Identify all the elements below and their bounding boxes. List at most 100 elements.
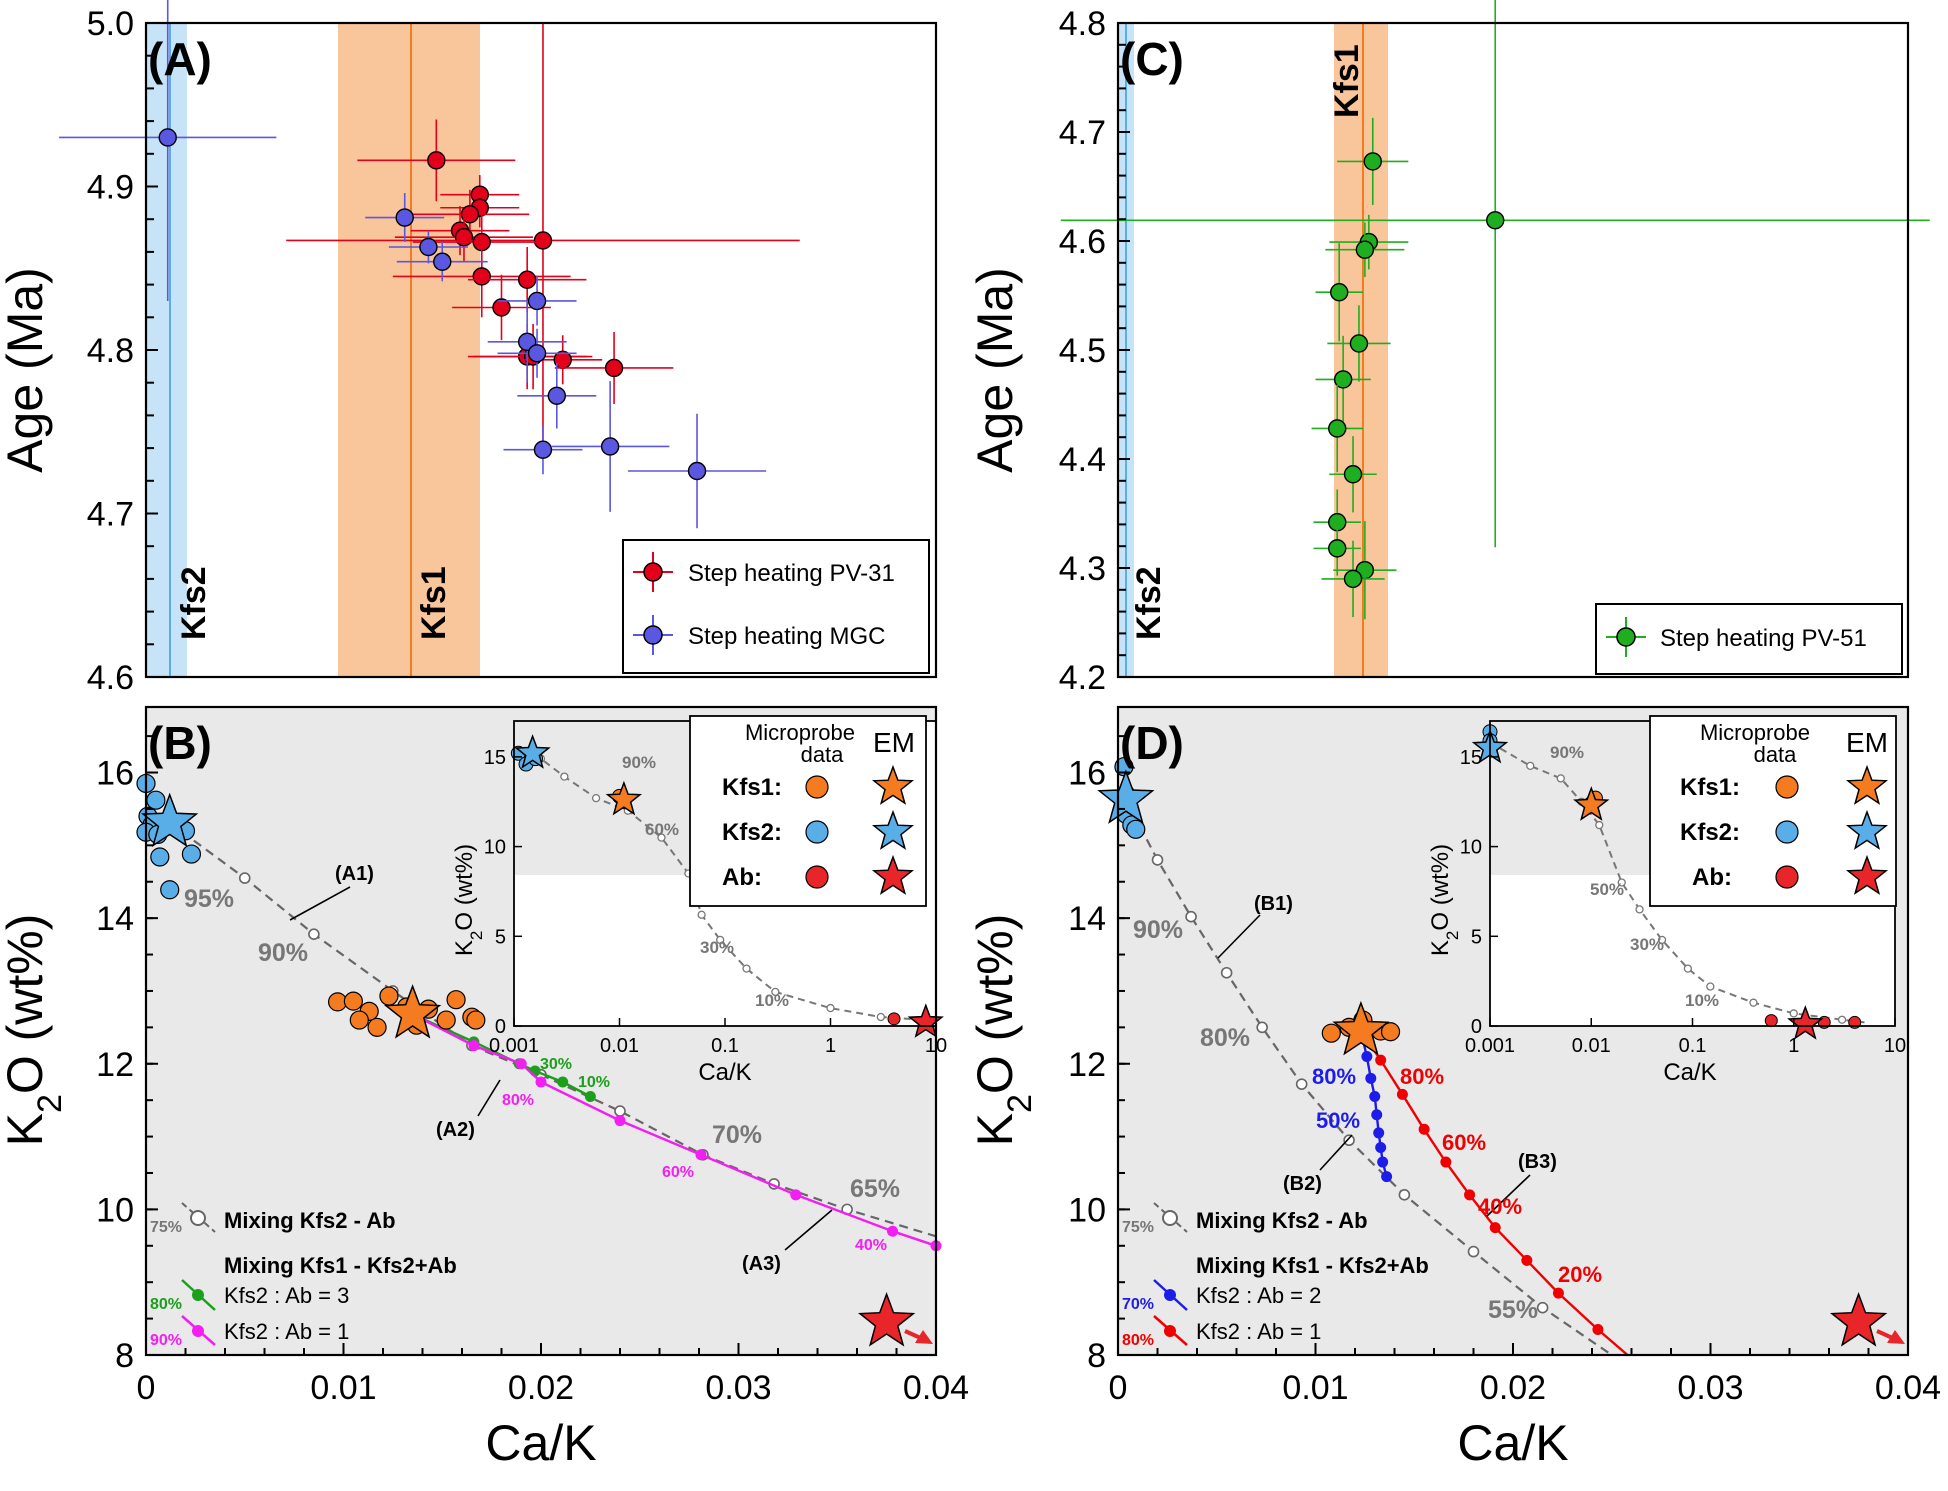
inset-b-zoom-shade [514, 721, 694, 875]
em-legend-star [871, 809, 915, 850]
data-point [472, 267, 491, 286]
inset-mixing-point [697, 910, 706, 919]
em-legend-circle [805, 775, 829, 799]
y-ticks-a: 4.6 4.7 4.8 4.9 5.0 [87, 5, 158, 697]
inset-d-zoom-shade [1490, 721, 1652, 875]
inset-x-tick-label: 1 [1788, 1035, 1799, 1057]
em-star-kfs2 [1097, 769, 1155, 824]
inset-mixing-point [876, 1012, 885, 1022]
callout-line [784, 1209, 833, 1251]
mixing-point-gray [1536, 1301, 1549, 1314]
mixing-point-ratio1 [1381, 1171, 1393, 1183]
mixing-point-gray [1185, 910, 1197, 923]
legend-marker-mgc [643, 625, 663, 645]
inset-star-kfs1 [1573, 786, 1610, 821]
em-legend-star [1845, 854, 1889, 895]
y-tick-label: 4.5 [1059, 332, 1106, 370]
mix-legend-pct-blue-d: 70% [1122, 1296, 1154, 1313]
inset-ab-point [1764, 1014, 1778, 1028]
y-tick-label: 10 [96, 1191, 134, 1229]
magenta-pct-60: 60% [662, 1164, 694, 1181]
em-star-kfs2 [141, 792, 199, 848]
curve-label-a2: (A2) [436, 1119, 475, 1141]
data-point [158, 128, 177, 147]
inset-x-tick-label: 0.001 [1465, 1035, 1515, 1057]
em-legend-row-kfs1-d: Kfs1: [1680, 774, 1740, 801]
mixing-point-ratio1 [1371, 1109, 1383, 1121]
inset-b-ylabel-k: K [451, 940, 478, 956]
x-tick-label: 0.03 [1677, 1369, 1743, 1407]
mixing-point-ratio2 [535, 1076, 547, 1088]
inset-x-tick-label: 0.001 [489, 1035, 539, 1057]
inset-x-tick-label: 0.01 [600, 1035, 639, 1057]
panel-c-points [1060, 0, 1930, 620]
microprobe-kfs1 [349, 1010, 369, 1030]
y-tick-label: 16 [1068, 755, 1106, 793]
mix-legend-d: 75% Mixing Kfs2 - Ab Mixing Kfs1 - Kfs2+… [1122, 1202, 1429, 1349]
mixing-point-gray [1343, 1134, 1355, 1147]
legend-marker-pv51 [1616, 627, 1636, 647]
mixing-point-ratio2 [1375, 1054, 1387, 1066]
curve-label-a3: (A3) [742, 1253, 781, 1275]
mixing-point-ratio2 [695, 1149, 707, 1161]
mixing-point-ratio2 [1440, 1156, 1452, 1168]
red-pct-80: 80% [1400, 1064, 1444, 1089]
y-tick-label: 10 [1068, 1191, 1106, 1229]
panel-label-a: (A) [148, 33, 212, 85]
mixing-point-gray [614, 1105, 626, 1117]
inset-pct-label: 90% [622, 753, 656, 772]
data-point [433, 252, 452, 271]
panel-b-curves [136, 773, 942, 1347]
y-tick-label: 4.4 [1059, 441, 1106, 479]
microprobe-kfs1 [379, 986, 399, 1006]
inset-mixing-point [1526, 761, 1535, 771]
inset-star-kfs2 [514, 734, 551, 769]
axes-frame-c [1116, 21, 1910, 679]
mixing-point-ratio2 [1521, 1254, 1533, 1266]
data-point [395, 208, 414, 227]
inset-mixing-point [1617, 878, 1626, 887]
data-point [1329, 283, 1349, 302]
callout-line [1486, 1174, 1531, 1217]
x-tick-label: 0.04 [903, 1369, 969, 1407]
data-point [1349, 334, 1369, 353]
em-star-ab [1829, 1292, 1888, 1347]
red-pct-60: 60% [1442, 1130, 1486, 1155]
y-tick-label: 4.7 [1059, 114, 1106, 152]
inset-mixing-point [826, 1003, 835, 1013]
mix-legend-marker-magenta-b [192, 1325, 204, 1337]
x-tick-label: 0.01 [1282, 1369, 1348, 1407]
panel-b-labels: (A1) (A2) (A3) 95% 90% 70% 65% 30% 10% 80% 60% 40% [184, 863, 900, 1275]
em-star-ab [857, 1292, 916, 1347]
inset-b-ylabel-rest: O (wt%) [451, 844, 478, 931]
data-point [533, 440, 553, 459]
y-tick-label: 5.0 [87, 5, 134, 43]
inset-mixing-line [1489, 741, 1865, 1024]
em-legend-b: Microprobe data EM Kfs1: Kfs2: Ab: [689, 715, 927, 907]
mix-legend-pct-red-d: 80% [1122, 1332, 1154, 1349]
panel-a: Kfs2 Kfs1 (A) Step heating PV-31 Step he… [0, 0, 938, 697]
em-legend-col1-b: Microprobe [745, 720, 855, 745]
em-legend-star [1845, 764, 1889, 805]
x-tick-label: 0.01 [310, 1369, 376, 1407]
inset-d-ylabel-rest: O (wt%) [1427, 844, 1454, 931]
mixing-point-ratio1 [1377, 1156, 1389, 1168]
mix-legend-pct-green-b: 80% [150, 1296, 182, 1313]
mixing-point-ratio2 [1489, 1222, 1501, 1234]
inset-pct-label: 90% [1550, 743, 1584, 762]
panel-c: Kfs2 Kfs1 (C) Step heating PV-51 4.24.34… [967, 0, 1930, 697]
mixing-point-ratio2 [614, 1115, 626, 1127]
magenta-pct-80: 80% [502, 1092, 534, 1109]
mixing-point-gray [238, 872, 251, 884]
y-axis-label-d-rest: O (wt%) [967, 914, 1023, 1095]
inset-mixing-point [1556, 774, 1565, 783]
inset-y-tick-label: 15 [1460, 747, 1482, 769]
y-tick-label: 4.3 [1059, 550, 1106, 588]
mix-legend-b: 75% Mixing Kfs2 - Ab Mixing Kfs1 - Kfs2+… [150, 1202, 457, 1349]
y-ticks-c: 4.2 4.3 4.4 4.5 4.6 4.7 4.8 [1059, 5, 1130, 697]
legend-marker-pv31 [643, 562, 663, 582]
mix-legend-marker-red-d [1164, 1325, 1176, 1337]
mixing-point-ratio2 [790, 1189, 802, 1201]
y-axis-label-b-sub: 2 [31, 1094, 69, 1113]
